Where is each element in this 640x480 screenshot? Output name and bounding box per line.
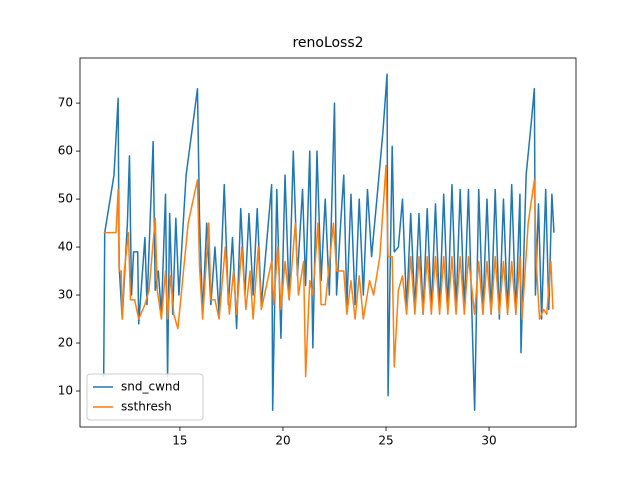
- series-line: [103, 164, 554, 378]
- y-tick-label: 70: [58, 96, 73, 110]
- x-tick-label: 30: [481, 434, 496, 448]
- y-tick-label: 50: [58, 192, 73, 206]
- y-tick-label: 10: [58, 384, 73, 398]
- x-tick-label: 15: [172, 434, 187, 448]
- y-tick-label: 40: [58, 240, 73, 254]
- legend: snd_cwnd ssthresh: [86, 373, 204, 421]
- y-tick-label: 60: [58, 144, 73, 158]
- plot-frame: [79, 57, 577, 428]
- legend-label: ssthresh: [121, 400, 172, 414]
- y-tick-label: 30: [58, 288, 73, 302]
- x-tick-label: 25: [378, 434, 393, 448]
- series-line: [102, 73, 555, 411]
- legend-label: snd_cwnd: [121, 380, 180, 394]
- legend-box: [86, 373, 204, 421]
- chart-title: renoLoss2: [292, 35, 363, 51]
- x-tick-label: 20: [275, 434, 290, 448]
- y-tick-label: 20: [58, 336, 73, 350]
